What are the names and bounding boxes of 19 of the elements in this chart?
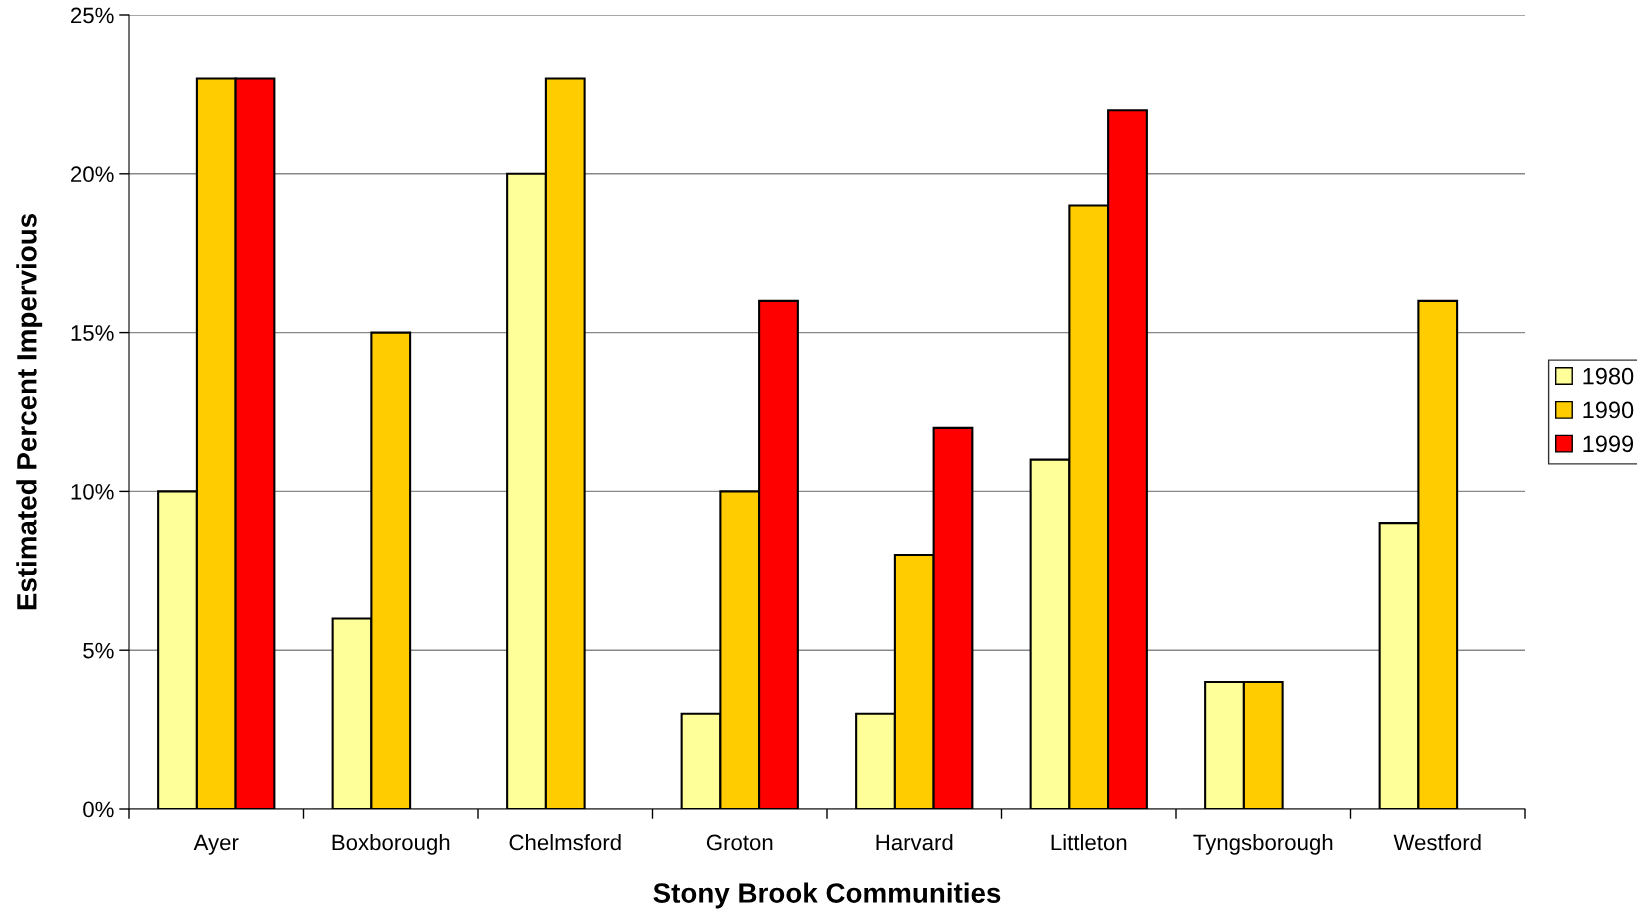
x-tick-label: Harvard: [876, 834, 953, 851]
y-tick-label: 15%: [71, 325, 114, 341]
y-tick-label: 10%: [71, 483, 114, 500]
legend-label: 1999: [1583, 435, 1634, 453]
x-tick-label: Littleton: [1051, 834, 1127, 851]
x-tick-label: Chelmsford: [509, 834, 621, 851]
x-tick-label: Westford: [1393, 834, 1481, 851]
legend-label: 1990: [1583, 401, 1634, 419]
y-tick-label: 25%: [71, 7, 114, 24]
x-axis-title: Stony Brook Communities: [653, 882, 1001, 909]
x-tick-label: Boxborough: [332, 834, 450, 855]
legend-label: 1980: [1583, 367, 1634, 385]
x-tick-label: Groton: [706, 834, 773, 851]
y-tick-label: 5%: [83, 642, 114, 659]
y-tick-label: 20%: [71, 166, 114, 183]
y-axis-title: Estimated Percent Impervious: [16, 213, 43, 610]
x-tick-label: Tyngsborough: [1193, 834, 1333, 855]
y-tick-label: 0%: [83, 801, 114, 818]
x-tick-label: Ayer: [193, 834, 239, 855]
